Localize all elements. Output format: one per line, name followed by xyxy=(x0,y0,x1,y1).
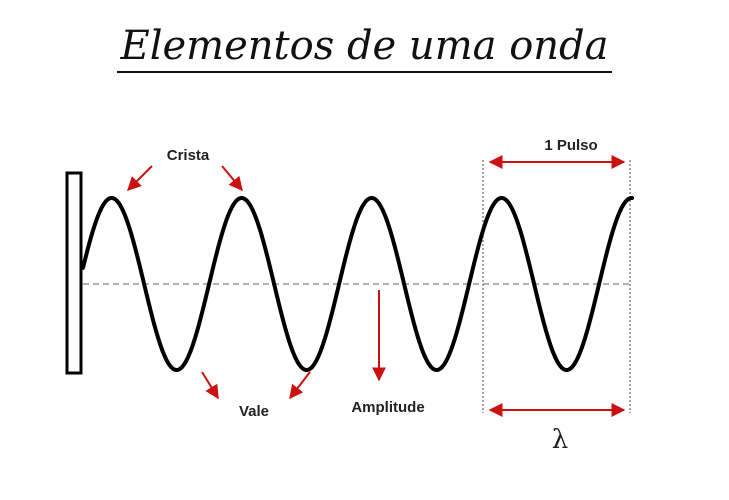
pulso-label: 1 Pulso xyxy=(544,137,597,154)
vale-arrow-left xyxy=(201,371,219,400)
diagram-title-text: Elementos de uma onda xyxy=(116,23,613,73)
wave-source-bar xyxy=(65,171,83,375)
amplitude-label: Amplitude xyxy=(351,399,424,416)
lambda-symbol: λ xyxy=(552,425,568,455)
vale-arrow-right xyxy=(289,371,311,400)
crista-arrow-left xyxy=(127,165,153,191)
crista-label: Crista xyxy=(167,147,210,164)
vale-label: Vale xyxy=(239,403,269,420)
crista-arrow-right xyxy=(221,165,243,192)
diagram-title: Elementos de uma onda xyxy=(0,22,729,73)
wave-curve xyxy=(81,196,634,372)
